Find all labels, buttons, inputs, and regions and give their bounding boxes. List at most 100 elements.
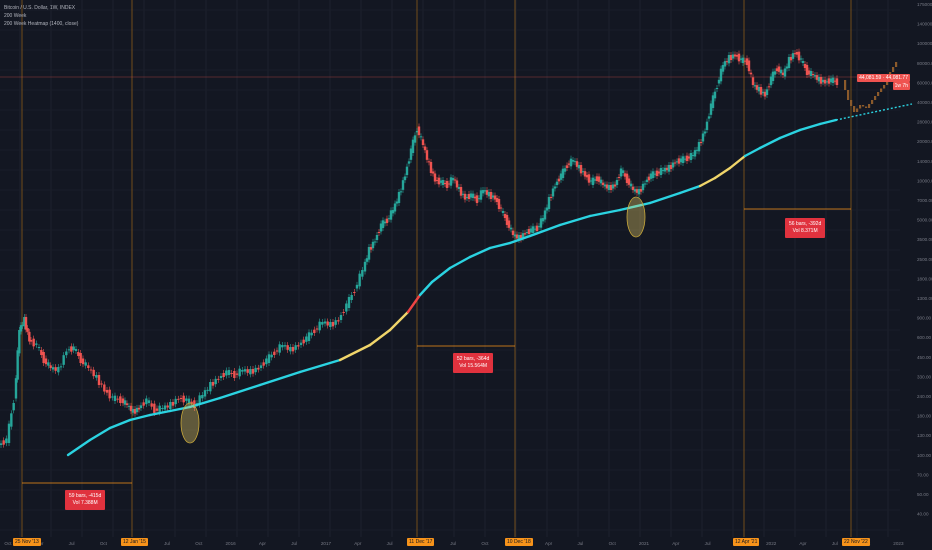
candle-body xyxy=(353,292,356,293)
candle-body xyxy=(135,407,139,413)
candle-body xyxy=(561,168,565,178)
candle-body xyxy=(615,180,619,185)
candle-body xyxy=(765,89,769,95)
candle-body xyxy=(111,396,114,398)
candle-body xyxy=(121,398,125,404)
candle-body xyxy=(411,139,415,153)
candle-body xyxy=(571,160,575,162)
candle-body xyxy=(235,373,239,375)
candle-body xyxy=(533,228,537,230)
candle-body xyxy=(5,438,8,444)
candle-body xyxy=(589,180,593,182)
candle-body xyxy=(637,189,641,195)
candle-body xyxy=(379,223,383,232)
ma-200w-segment xyxy=(678,184,702,195)
y-axis-tick-label: 10000.00 xyxy=(917,178,932,183)
candle-body xyxy=(493,195,497,200)
ma-label: 200 Week xyxy=(4,13,27,19)
candle-body xyxy=(475,195,479,203)
candle-body xyxy=(119,396,122,403)
projection-candle xyxy=(853,106,856,112)
y-axis-tick-label: 40000.00 xyxy=(917,100,932,105)
candle-body xyxy=(611,184,615,189)
candle-body xyxy=(457,187,461,189)
candle-body xyxy=(433,173,437,182)
candle-body xyxy=(318,321,321,331)
projection-candle xyxy=(856,108,859,112)
candle-body xyxy=(715,88,719,89)
candle-body xyxy=(605,184,609,189)
candle-body xyxy=(669,165,673,169)
candle-body xyxy=(323,321,327,324)
candle-body xyxy=(387,218,391,220)
candle-body xyxy=(291,347,295,352)
candle-body xyxy=(769,76,773,86)
projection-candle xyxy=(868,104,871,108)
candle-body xyxy=(2,440,5,445)
candle-body xyxy=(747,60,751,72)
candle-body xyxy=(679,158,683,163)
candle-body xyxy=(381,220,385,228)
candle-body xyxy=(751,77,755,85)
candle-body xyxy=(339,315,343,320)
candle-body xyxy=(23,317,26,327)
y-axis-tick-label: 28000.00 xyxy=(917,120,932,125)
ma-touch-ellipse xyxy=(626,196,646,238)
candle-body xyxy=(72,346,75,351)
candle-body xyxy=(501,211,505,213)
candle-body xyxy=(795,52,799,55)
candle-body xyxy=(365,258,369,262)
candle-body xyxy=(153,403,156,413)
candle-body xyxy=(407,161,411,164)
candle-body xyxy=(51,367,55,370)
candle-body xyxy=(286,345,289,350)
candle-body xyxy=(739,58,743,60)
candle-body xyxy=(749,72,753,75)
candle-body xyxy=(617,177,621,178)
candle-body xyxy=(127,405,131,407)
candle-body xyxy=(257,367,260,370)
x-axis-tick-label: Oct xyxy=(195,541,203,546)
candle-body xyxy=(265,358,268,365)
candle-body xyxy=(391,210,395,214)
ma-200w-segment xyxy=(88,426,112,442)
x-axis-tick-label: Jul xyxy=(577,541,583,546)
ma-200w-segment xyxy=(588,208,622,218)
candle-body xyxy=(495,198,499,202)
candle-body xyxy=(701,133,705,142)
ma-200w-segment xyxy=(448,255,472,270)
candle-body xyxy=(659,168,663,175)
cycle-annotation-2: 52 bars, -364d Vol 15.564M xyxy=(453,353,494,373)
candle-body xyxy=(297,345,300,347)
candle-body xyxy=(823,79,827,84)
candle-body xyxy=(647,176,651,181)
candle-body xyxy=(283,345,287,347)
candle-body xyxy=(174,398,177,405)
candle-body xyxy=(10,413,13,427)
y-axis-tick-label: 140000.00 xyxy=(917,22,932,27)
candle-body xyxy=(431,171,435,174)
projection-candle xyxy=(874,96,877,100)
candle-body xyxy=(799,58,803,60)
ma-200w-segment xyxy=(778,128,802,140)
candle-body xyxy=(35,343,38,345)
candle-body xyxy=(525,232,529,233)
y-axis-tick-label: 100000.00 xyxy=(917,41,932,46)
candle-body xyxy=(427,161,431,163)
candle-body xyxy=(87,365,90,368)
ma-200w-segment xyxy=(298,358,342,374)
candle-body xyxy=(787,57,791,68)
candle-body xyxy=(131,409,135,413)
candle-body xyxy=(28,331,31,342)
candle-body xyxy=(405,166,409,175)
candle-body xyxy=(413,135,417,143)
candle-body xyxy=(105,390,109,393)
x-axis-tick-label: Jul xyxy=(291,541,297,546)
candle-body xyxy=(329,322,332,327)
x-axis-tick-label: 2023 xyxy=(893,541,904,546)
candle-body xyxy=(65,351,68,356)
symbol-label: Bitcoin / U.S. Dollar, 1W, INDEX xyxy=(4,5,76,11)
candle-body xyxy=(397,192,401,203)
candle-body xyxy=(767,86,771,88)
